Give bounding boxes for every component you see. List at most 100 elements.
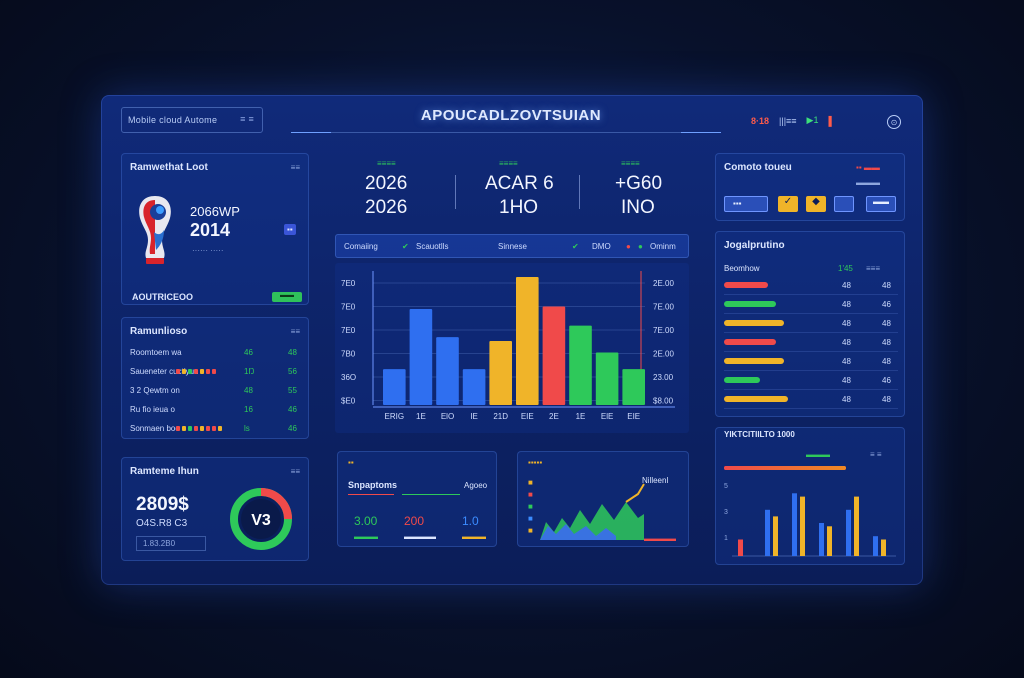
kpi-value-2: 1HO	[499, 197, 539, 218]
history-bar-yellow	[724, 466, 846, 470]
y-tick-label-left: 7E0	[341, 303, 356, 312]
progress-row-divider	[724, 332, 898, 333]
chart-legend-bar: Comaiing ✔ Scauotlls Sinnese ✔ DMO ● ● O…	[335, 234, 689, 258]
alert-indicator[interactable]: 8·18	[751, 115, 770, 126]
brand-status-pill[interactable]: ▬▬	[272, 292, 302, 302]
nav-selector[interactable]: Mobile cloud Autome ≡ ≡	[121, 107, 263, 133]
metric-value: 1.0	[462, 514, 479, 528]
metric-caption: ▬▬▬	[354, 532, 378, 541]
progress-bar	[724, 358, 784, 364]
col-header: Beomhow	[724, 264, 760, 273]
y-tick-label-right: 2E.00	[653, 279, 674, 288]
expand-label: ▬▬	[873, 197, 889, 206]
progress-bar	[724, 301, 776, 307]
summary-value: 2809$	[136, 494, 189, 515]
hist-tick-label: 5	[724, 483, 728, 490]
legend-item[interactable]: Ominm	[650, 242, 676, 251]
expand-icon[interactable]: ▬▬	[866, 196, 896, 212]
hist-tick-label: 1	[724, 535, 728, 542]
control-label: ▪▪▪	[733, 199, 742, 208]
stat-progress-segment	[212, 426, 216, 431]
stat-row-value: 48	[244, 386, 253, 395]
progress-right: 48	[882, 281, 891, 290]
legend-check-icon: ✔	[402, 242, 409, 251]
donut-chart: V3	[230, 488, 292, 550]
legend-item[interactable]: Comaiing	[344, 242, 378, 251]
x-tick-label: ElE	[601, 412, 613, 421]
hist-bar	[819, 523, 824, 556]
legend-item[interactable]: Sinnese	[498, 242, 527, 251]
panel-divider	[402, 494, 460, 495]
panel-title: Jogalprutino	[724, 240, 785, 251]
progress-right: 48	[882, 338, 891, 347]
x-tick-label: 21D	[493, 412, 508, 421]
play-icon[interactable]: ▶1	[806, 115, 819, 125]
control-grid-icon[interactable]: ▪▪▪	[724, 196, 768, 212]
stat-row-value: 1Ŋ	[244, 367, 255, 376]
diamond-icon[interactable]: ◆	[806, 196, 826, 212]
legend-dot-icon: ●	[626, 242, 631, 251]
legend-green: ▬▬▬	[806, 450, 830, 459]
brand-line-2: 2014	[190, 220, 231, 240]
controls-panel: Comoto toueu ▪▪ ▬▬ ▬▬▬ ▪▪▪ ✓ ◆ ▬▬	[715, 153, 905, 221]
brand-caption: AOUTRICEOO	[132, 292, 194, 302]
side-marker: ■	[528, 478, 533, 487]
legend-item[interactable]: Scauotlls	[416, 242, 449, 251]
signal-icon[interactable]: |||≡≡	[779, 115, 797, 126]
chart-bar	[595, 352, 619, 405]
side-marker: ■	[528, 490, 533, 499]
metric-caption: ▬▬▬	[462, 532, 486, 541]
progress-value: 48	[842, 300, 851, 309]
dashboard-frame: Mobile cloud Autome ≡ ≡ APOUCADLZOVTSUIA…	[101, 95, 923, 585]
panel-tag: ▪▪▪▪▪	[528, 458, 543, 467]
chart-bar	[462, 369, 486, 405]
stat-row-right: 48	[288, 348, 297, 357]
y-tick-label-left: 7E0	[341, 326, 356, 335]
trend-caption: ▬▬▬▬	[644, 534, 676, 543]
panel-menu-icon[interactable]: ≡≡	[290, 163, 300, 172]
progress-value: 48	[842, 319, 851, 328]
panel-tag: ▪▪	[348, 458, 354, 467]
record-icon[interactable]: ▌	[828, 115, 835, 126]
stat-progress-segment	[194, 369, 198, 374]
y-tick-label-right: 7E.00	[653, 326, 674, 335]
panel-divider	[348, 494, 394, 495]
x-tick-label: ERIG	[385, 412, 405, 421]
x-tick-label: EIE	[521, 412, 534, 421]
hist-bar	[827, 526, 832, 556]
power-icon[interactable]: ⊙	[887, 115, 901, 129]
x-tick-label: ElO	[441, 412, 454, 421]
stat-row-right: 46	[288, 405, 297, 414]
hist-bar	[765, 509, 770, 556]
stat-progress-segment	[194, 426, 198, 431]
x-tick-label: EIE	[627, 412, 640, 421]
check-icon[interactable]: ✓	[778, 196, 798, 212]
progress-value: 48	[842, 395, 851, 404]
side-marker: ■	[528, 502, 533, 511]
panel-title: Ramunlioso	[130, 326, 188, 337]
stat-row-label: Sonmaen boo	[130, 424, 180, 433]
trophy-logo-icon	[139, 196, 171, 264]
panel-menu-icon[interactable]: ≡≡	[290, 467, 300, 476]
metric-value: 200	[404, 514, 425, 528]
stat-progress-segment	[206, 369, 210, 374]
toggle-icon[interactable]	[834, 196, 854, 212]
legend-item[interactable]: DMO	[592, 242, 611, 251]
brand-line-1: 2066WP	[190, 204, 240, 219]
area-chart	[540, 483, 645, 540]
stat-progress-segment	[188, 369, 192, 374]
x-tick-label: IE	[470, 412, 478, 421]
panel-title: YIKTCITIILTO 1000	[724, 430, 795, 439]
stats-panel: Ramunlioso ≡≡ Roomtoem wa 46 48 Saueneter c…	[121, 317, 309, 439]
hist-bar	[881, 539, 886, 556]
stat-progress-segment	[188, 426, 192, 431]
chart-bar	[622, 369, 645, 405]
metrics-panel: ▪▪ Snpaptoms Agoeo 3.00 200 1.0 ▬▬▬ ▬▬▬▬…	[337, 451, 497, 547]
nav-label: Mobile cloud Autome	[128, 115, 218, 125]
nav-menu-icon[interactable]: ≡ ≡	[240, 114, 254, 124]
panel-menu-icon[interactable]: ≡≡	[290, 327, 300, 336]
brand-tag[interactable]: ▪▪	[284, 224, 296, 235]
donut-label: V3	[251, 512, 271, 529]
side-marker: ■	[528, 514, 533, 523]
kpi-value: ACAR 6	[485, 173, 554, 194]
